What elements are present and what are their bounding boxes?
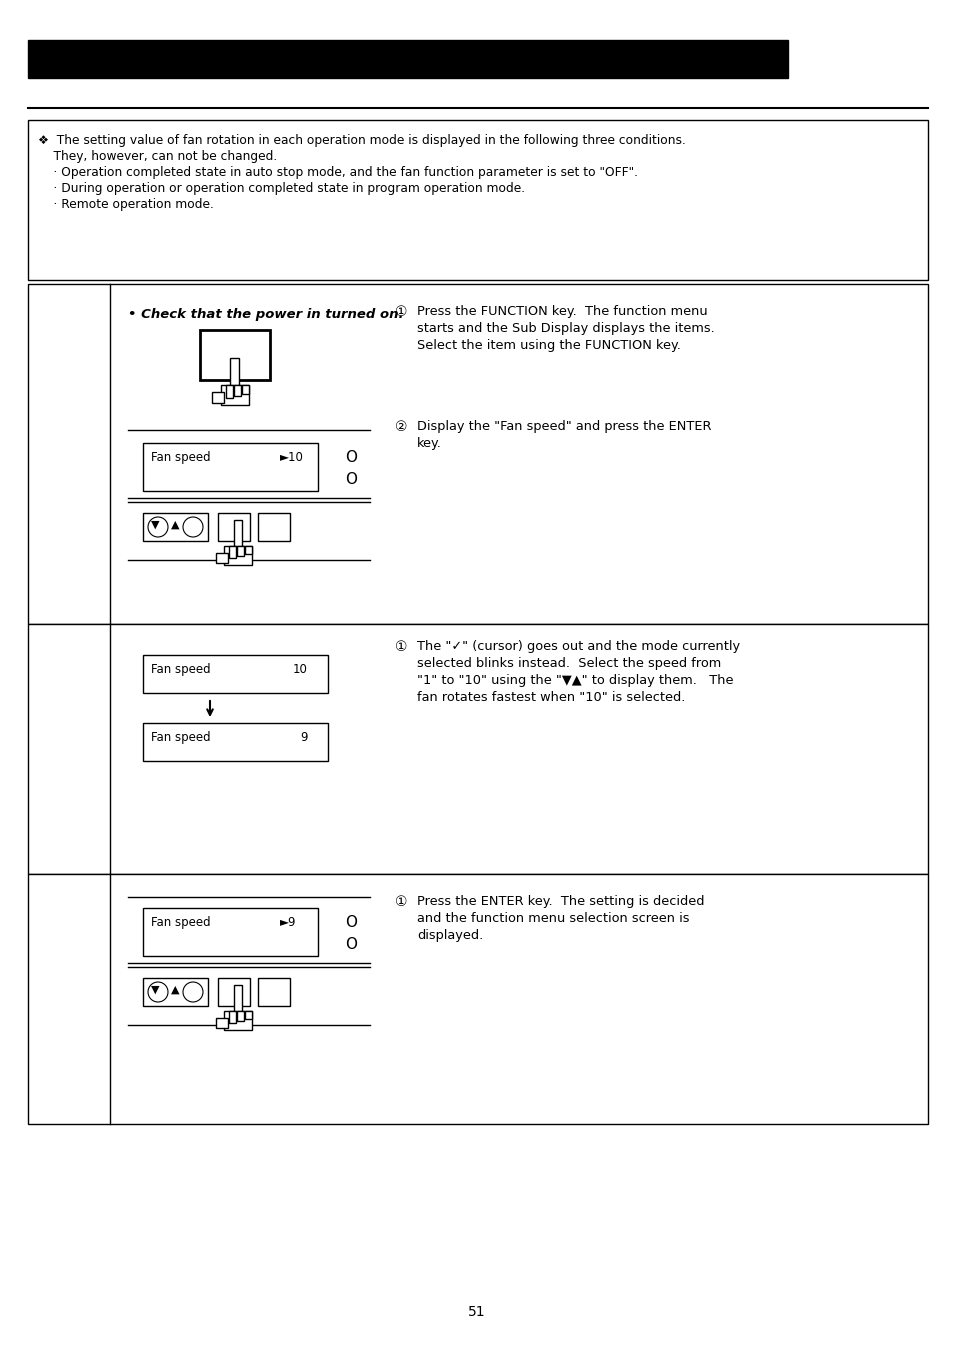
Text: ►9: ►9 [280,917,296,929]
Text: • Check that the power in turned on.: • Check that the power in turned on. [128,308,403,321]
Bar [220,385,249,405]
Bar [242,385,249,394]
Bar [257,513,290,541]
Text: ①: ① [395,305,407,319]
Text: selected blinks instead.  Select the speed from: selected blinks instead. Select the spee… [416,657,720,670]
Bar [143,655,328,693]
Text: 10: 10 [293,663,308,676]
Bar [143,724,328,761]
Bar [143,977,208,1006]
Text: Fan speed: Fan speed [151,451,211,464]
Text: Fan speed: Fan speed [151,917,211,929]
Bar [233,520,242,545]
Bar [215,1018,228,1027]
Bar [230,545,236,558]
Text: The "✓" (cursor) goes out and the mode currently: The "✓" (cursor) goes out and the mode c… [416,640,740,653]
Bar [218,977,250,1006]
Text: O: O [345,915,356,930]
Bar [230,1011,236,1023]
Text: 9: 9 [300,730,308,744]
Text: fan rotates fastest when "10" is selected.: fan rotates fastest when "10" is selecte… [416,691,684,703]
Text: Fan speed: Fan speed [151,730,211,744]
Text: Fan speed: Fan speed [151,663,211,676]
Text: starts and the Sub Display displays the items.: starts and the Sub Display displays the … [416,323,714,335]
Text: · During operation or operation completed state in program operation mode.: · During operation or operation complete… [38,182,524,194]
Bar [28,624,927,873]
Bar [224,545,252,564]
Bar [143,443,317,491]
Bar [233,385,241,396]
Text: O: O [345,937,356,952]
Text: and the function menu selection screen is: and the function menu selection screen i… [416,913,689,925]
Text: Press the FUNCTION key.  The function menu: Press the FUNCTION key. The function men… [416,305,707,319]
Text: They, however, can not be changed.: They, however, can not be changed. [38,150,277,163]
Bar [224,1011,252,1030]
Bar [143,909,317,956]
Text: · Operation completed state in auto stop mode, and the fan function parameter is: · Operation completed state in auto stop… [38,166,638,180]
Bar [212,393,224,404]
Bar [28,873,927,1125]
Bar [218,513,250,541]
Text: ▼: ▼ [151,986,159,995]
Text: Display the "Fan speed" and press the ENTER: Display the "Fan speed" and press the EN… [416,420,711,433]
Bar [28,120,927,279]
Bar [200,329,270,379]
Bar [237,545,244,556]
Text: ►10: ►10 [280,451,304,464]
Text: ❖  The setting value of fan rotation in each operation mode is displayed in the : ❖ The setting value of fan rotation in e… [38,134,685,147]
Bar [245,1011,252,1019]
Text: · Remote operation mode.: · Remote operation mode. [38,198,213,211]
Bar [245,545,252,555]
Text: ▼: ▼ [151,520,159,531]
Bar [28,284,927,624]
Text: "1" to "10" using the "▼▲" to display them.   The: "1" to "10" using the "▼▲" to display th… [416,674,733,687]
Bar [143,513,208,541]
Bar [215,552,228,563]
Bar [237,1011,244,1021]
Text: 51: 51 [468,1305,485,1319]
Bar [257,977,290,1006]
Text: displayed.: displayed. [416,929,483,942]
Bar [231,358,239,385]
Text: ①: ① [395,640,407,653]
Text: ▲: ▲ [171,986,179,995]
Text: Press the ENTER key.  The setting is decided: Press the ENTER key. The setting is deci… [416,895,703,909]
Text: key.: key. [416,437,441,450]
Text: ▲: ▲ [171,520,179,531]
Bar [226,385,233,398]
Text: ①: ① [395,895,407,909]
Text: O: O [345,472,356,487]
Text: ②: ② [395,420,407,433]
Text: O: O [345,450,356,464]
Text: Select the item using the FUNCTION key.: Select the item using the FUNCTION key. [416,339,680,352]
Bar [233,986,242,1011]
Bar [28,40,787,78]
